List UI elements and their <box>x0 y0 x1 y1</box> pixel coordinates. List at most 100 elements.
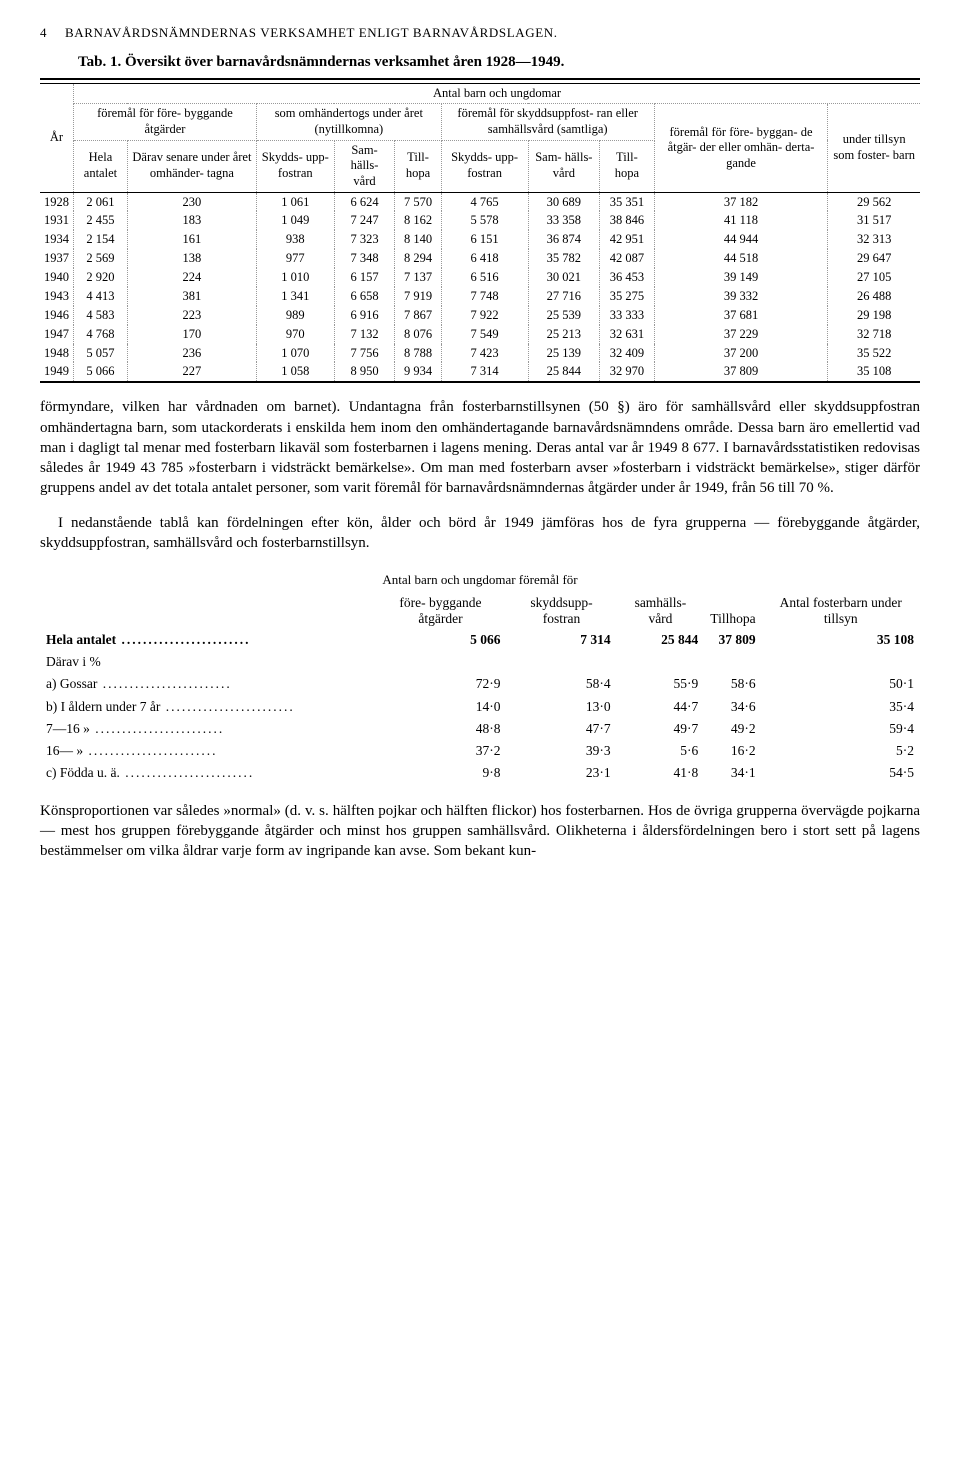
bd-col2: skyddsupp- fostran <box>507 593 617 629</box>
cell: 34·6 <box>704 696 761 718</box>
cell: 4 413 <box>74 287 128 306</box>
cell: 1931 <box>40 211 74 230</box>
cell: 41 118 <box>654 211 828 230</box>
row-label: c) Födda u. ä. <box>40 762 374 784</box>
cell: 25 844 <box>617 629 705 651</box>
col-foster: under tillsyn som foster- barn <box>828 104 920 192</box>
cell: 44·7 <box>617 696 705 718</box>
cell: 7 549 <box>441 325 528 344</box>
cell: 1937 <box>40 249 74 268</box>
cell: 224 <box>127 268 256 287</box>
cell: 8 950 <box>334 362 395 381</box>
cell: 25 213 <box>528 325 600 344</box>
cell: 970 <box>256 325 334 344</box>
cell: 49·2 <box>704 718 761 740</box>
table-row: 19464 5832239896 9167 8677 92225 53933 3… <box>40 306 920 325</box>
cell: 6 157 <box>334 268 395 287</box>
table-row: b) I åldern under 7 år14·013·044·734·635… <box>40 696 920 718</box>
cell: 7 137 <box>395 268 441 287</box>
cell: 2 920 <box>74 268 128 287</box>
cell: 48·8 <box>374 718 506 740</box>
cell: 6 658 <box>334 287 395 306</box>
row-label: Hela antalet <box>40 629 374 651</box>
bd-col3: samhälls- vård <box>617 593 705 629</box>
cell: 183 <box>127 211 256 230</box>
cell: 5·6 <box>617 740 705 762</box>
col-skydds-a: Skydds- upp- fostran <box>256 140 334 192</box>
cell: 7 919 <box>395 287 441 306</box>
super-header: Antal barn och ungdomar <box>74 84 921 104</box>
table-title: Tab. 1. Översikt över barnavårdsnämndern… <box>78 52 920 72</box>
row-label: 16— » <box>40 740 374 762</box>
cell: 8 788 <box>395 344 441 363</box>
cell: 1 341 <box>256 287 334 306</box>
table-row: 19372 5691389777 3488 2946 41835 78242 0… <box>40 249 920 268</box>
cell: 1949 <box>40 362 74 381</box>
cell: 236 <box>127 344 256 363</box>
bd-col4: Tillhopa <box>704 593 761 629</box>
col-fgbp: föremål för före- byggan- de åtgär- der … <box>654 104 828 192</box>
cell: 977 <box>256 249 334 268</box>
cell: 33 358 <box>528 211 600 230</box>
cell: 8 162 <box>395 211 441 230</box>
cell: 1 010 <box>256 268 334 287</box>
table-row: a) Gossar72·958·455·958·650·1 <box>40 673 920 695</box>
cell: 31 517 <box>828 211 920 230</box>
cell <box>507 651 617 673</box>
row-label: b) I åldern under 7 år <box>40 696 374 718</box>
bd-col5: Antal fosterbarn under tillsyn <box>762 593 920 629</box>
cell: 42 951 <box>600 230 654 249</box>
cell: 41·8 <box>617 762 705 784</box>
table-row: Därav i % <box>40 651 920 673</box>
cell: 37 809 <box>654 362 828 381</box>
cell: 33 333 <box>600 306 654 325</box>
cell: 7 314 <box>441 362 528 381</box>
cell: 50·1 <box>762 673 920 695</box>
running-head-text: BARNAVÅRDSNÄMNDERNAS VERKSAMHET ENLIGT B… <box>65 24 558 42</box>
cell: 55·9 <box>617 673 705 695</box>
cell: 1943 <box>40 287 74 306</box>
paragraph: förmyndare, vilken har vårdnaden om barn… <box>40 397 920 498</box>
table-row: Hela antalet5 0667 31425 84437 80935 108 <box>40 629 920 651</box>
cell: 6 151 <box>441 230 528 249</box>
cell: 25 139 <box>528 344 600 363</box>
cell: 39 149 <box>654 268 828 287</box>
cell: 1947 <box>40 325 74 344</box>
cell: 2 154 <box>74 230 128 249</box>
cell <box>704 651 761 673</box>
cell: 37 200 <box>654 344 828 363</box>
cell: 35 782 <box>528 249 600 268</box>
breakdown-table: före- byggande åtgärder skyddsupp- fostr… <box>40 593 920 785</box>
cell: 1946 <box>40 306 74 325</box>
cell: 5·2 <box>762 740 920 762</box>
breakdown-super-header: Antal barn och ungdomar föremål för <box>40 571 920 589</box>
cell: 35 108 <box>828 362 920 381</box>
cell: 27 716 <box>528 287 600 306</box>
cell: 16·2 <box>704 740 761 762</box>
cell: 32 970 <box>600 362 654 381</box>
row-label: Därav i % <box>40 651 374 673</box>
cell: 25 539 <box>528 306 600 325</box>
cell <box>617 651 705 673</box>
row-label: 7—16 » <box>40 718 374 740</box>
paragraph: Könsproportionen var således »normal» (d… <box>40 801 920 862</box>
table-row: 16— »37·239·35·616·25·2 <box>40 740 920 762</box>
cell: 7 132 <box>334 325 395 344</box>
table-row: 7—16 »48·847·749·749·259·4 <box>40 718 920 740</box>
cell: 4 768 <box>74 325 128 344</box>
cell: 1 070 <box>256 344 334 363</box>
cell: 37 229 <box>654 325 828 344</box>
col-year: År <box>40 84 74 192</box>
cell: 230 <box>127 192 256 211</box>
cell: 14·0 <box>374 696 506 718</box>
cell: 381 <box>127 287 256 306</box>
cell: 4 765 <box>441 192 528 211</box>
cell: 1928 <box>40 192 74 211</box>
cell: 30 689 <box>528 192 600 211</box>
cell: 27 105 <box>828 268 920 287</box>
cell: 6 916 <box>334 306 395 325</box>
cell: 35 522 <box>828 344 920 363</box>
cell: 8 140 <box>395 230 441 249</box>
cell: 5 066 <box>374 629 506 651</box>
cell: 32 409 <box>600 344 654 363</box>
